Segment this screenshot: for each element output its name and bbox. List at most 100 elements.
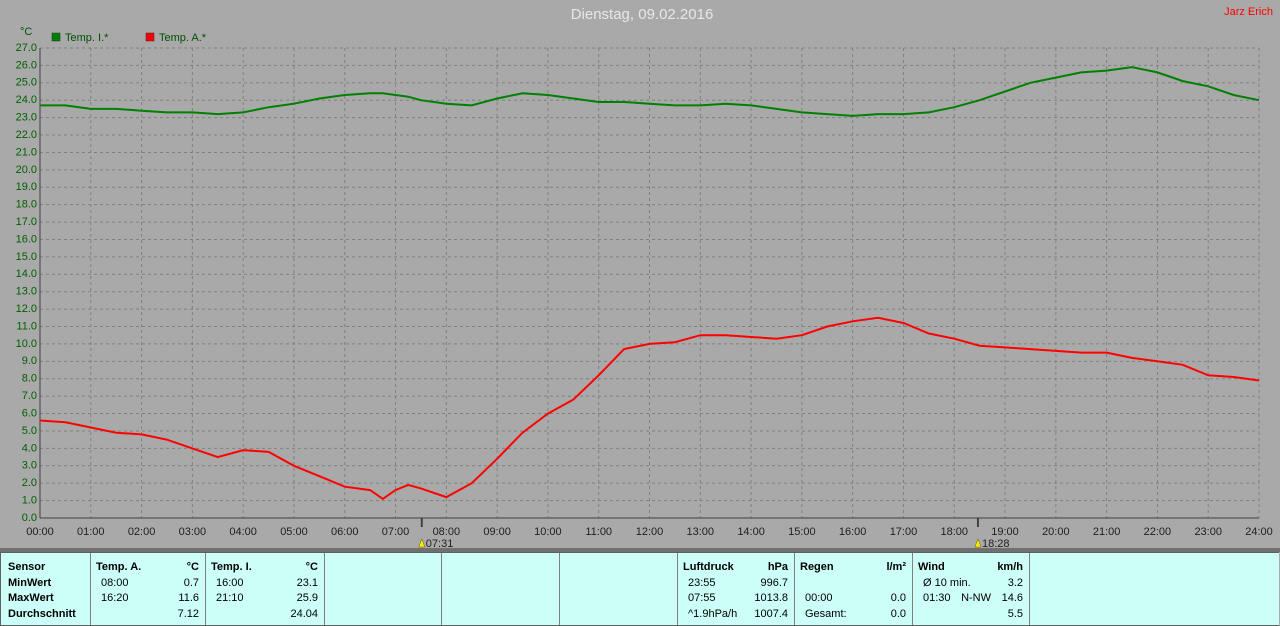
row-label: Sensor [8, 561, 46, 573]
row-label: MinWert [8, 577, 52, 589]
x-tick-label: 21:00 [1093, 526, 1121, 538]
y-tick-label: 7.0 [22, 390, 37, 402]
row-label: MaxWert [8, 592, 54, 604]
sun-label: 07:31 [426, 538, 454, 550]
cell-value: 5.5 [1007, 608, 1023, 620]
column-header: Regen [800, 561, 834, 573]
y-tick-label: 22.0 [16, 129, 37, 141]
table-column: Luftdruck hPa 23:55 996.7 07:55 1013.8 ^1.9hPa… [678, 553, 795, 625]
y-tick-label: 12.0 [16, 303, 37, 315]
cell-time: Gesamt: [805, 608, 847, 620]
y-tick-label: 16.0 [16, 233, 37, 245]
legend-swatch [145, 32, 155, 42]
y-tick-label: 1.0 [22, 494, 37, 506]
cell-value: 0.7 [183, 577, 199, 589]
legend-label: Temp. I.* [65, 32, 109, 44]
x-tick-label: 19:00 [991, 526, 1019, 538]
table-column: Sensor MinWert MaxWert Durchschnitt [1, 553, 91, 625]
x-tick-label: 09:00 [483, 526, 511, 538]
cell-time: 00:00 [805, 592, 833, 604]
sun-icon [974, 538, 982, 548]
y-tick-label: 17.0 [16, 216, 37, 228]
x-tick-label: 04:00 [229, 526, 257, 538]
x-tick-label: 01:00 [77, 526, 105, 538]
x-tick-label: 13:00 [687, 526, 715, 538]
cell-time: 08:00 [101, 577, 129, 589]
y-unit: °C [20, 26, 32, 38]
y-tick-label: 2.0 [22, 477, 37, 489]
x-tick-label: 10:00 [534, 526, 562, 538]
x-tick-label: 11:00 [585, 526, 612, 538]
y-tick-label: 24.0 [16, 94, 37, 106]
author: Jarz Erich [1224, 6, 1273, 18]
x-tick-label: 17:00 [890, 526, 918, 538]
x-tick-label: 20:00 [1042, 526, 1070, 538]
column-unit: l/m² [886, 561, 906, 573]
column-header: Temp. A. [96, 561, 142, 573]
x-tick-label: 12:00 [636, 526, 664, 538]
column-unit: km/h [997, 561, 1023, 573]
x-tick-label: 08:00 [433, 526, 461, 538]
cell-extra: N-NW [961, 592, 991, 604]
separator [0, 548, 1280, 552]
cell-time: 07:55 [688, 592, 716, 604]
y-tick-label: 3.0 [22, 460, 37, 472]
sun-label: 18:28 [982, 538, 1010, 550]
background [0, 0, 1280, 552]
table-column [325, 553, 442, 625]
y-tick-label: 18.0 [16, 199, 37, 211]
sun-icon [418, 538, 426, 548]
cell-time: 23:55 [688, 577, 716, 589]
chart: Dienstag, 09.02.2016 Jarz Erich °C 0.0 1.… [0, 0, 1280, 552]
cell-time: 01:30 [923, 592, 951, 604]
y-tick-label: 23.0 [16, 112, 37, 124]
cell-time: 21:10 [216, 592, 244, 604]
x-tick-label: 22:00 [1144, 526, 1172, 538]
cell-value: 0.0 [890, 608, 906, 620]
y-tick-label: 20.0 [16, 164, 37, 176]
x-tick-label: 18:00 [940, 526, 968, 538]
x-tick-label: 02:00 [128, 526, 156, 538]
row-label: Durchschnitt [8, 608, 76, 620]
y-tick-label: 5.0 [22, 425, 37, 437]
series-line [40, 66, 1260, 117]
column-unit: °C [305, 561, 318, 573]
y-tick-label: 9.0 [22, 355, 37, 367]
chart-title: Dienstag, 09.02.2016 [571, 6, 714, 23]
x-tick-label: 16:00 [839, 526, 867, 538]
x-tick-label: 15:00 [788, 526, 816, 538]
table-column: Regen l/m² 00:00 0.0 Gesamt: 0.0 [795, 553, 913, 625]
y-tick-label: 13.0 [16, 286, 37, 298]
cell-value: 3.2 [1007, 577, 1023, 589]
x-tick-label: 05:00 [280, 526, 308, 538]
column-header: Wind [918, 561, 945, 573]
x-tick-label: 14:00 [737, 526, 765, 538]
cell-value: 7.12 [177, 608, 199, 620]
y-tick-label: 11.0 [16, 320, 37, 332]
series-line [39, 316, 1260, 501]
x-tick-label: 06:00 [331, 526, 359, 538]
y-tick-label: 26.0 [16, 59, 37, 71]
cell-value: 0.0 [890, 592, 906, 604]
y-tick-label: 14.0 [16, 268, 37, 280]
x-tick-label: 00:00 [26, 526, 54, 538]
column-unit: °C [186, 561, 199, 573]
cell-time: ^1.9hPa/h [688, 608, 738, 620]
legend-swatch [51, 32, 61, 42]
x-tick-label: 24:00 [1245, 526, 1273, 538]
column-header: Luftdruck [683, 561, 734, 573]
table-column [442, 553, 560, 625]
cell-value: 24.04 [290, 608, 318, 620]
y-tick-label: 6.0 [22, 407, 37, 419]
cell-value: 23.1 [296, 577, 318, 589]
table-column: Temp. A. °C 08:00 0.7 16:20 11.6 7.12 [91, 553, 206, 625]
column-unit: hPa [767, 561, 788, 573]
cell-value: 1007.4 [754, 608, 788, 620]
y-tick-label: 25.0 [16, 77, 37, 89]
y-tick-label: 15.0 [16, 251, 37, 263]
y-tick-label: 0.0 [22, 512, 37, 524]
cell-time: 16:20 [101, 592, 129, 604]
x-tick-label: 07:00 [382, 526, 410, 538]
cell-value: 14.6 [1001, 592, 1023, 604]
